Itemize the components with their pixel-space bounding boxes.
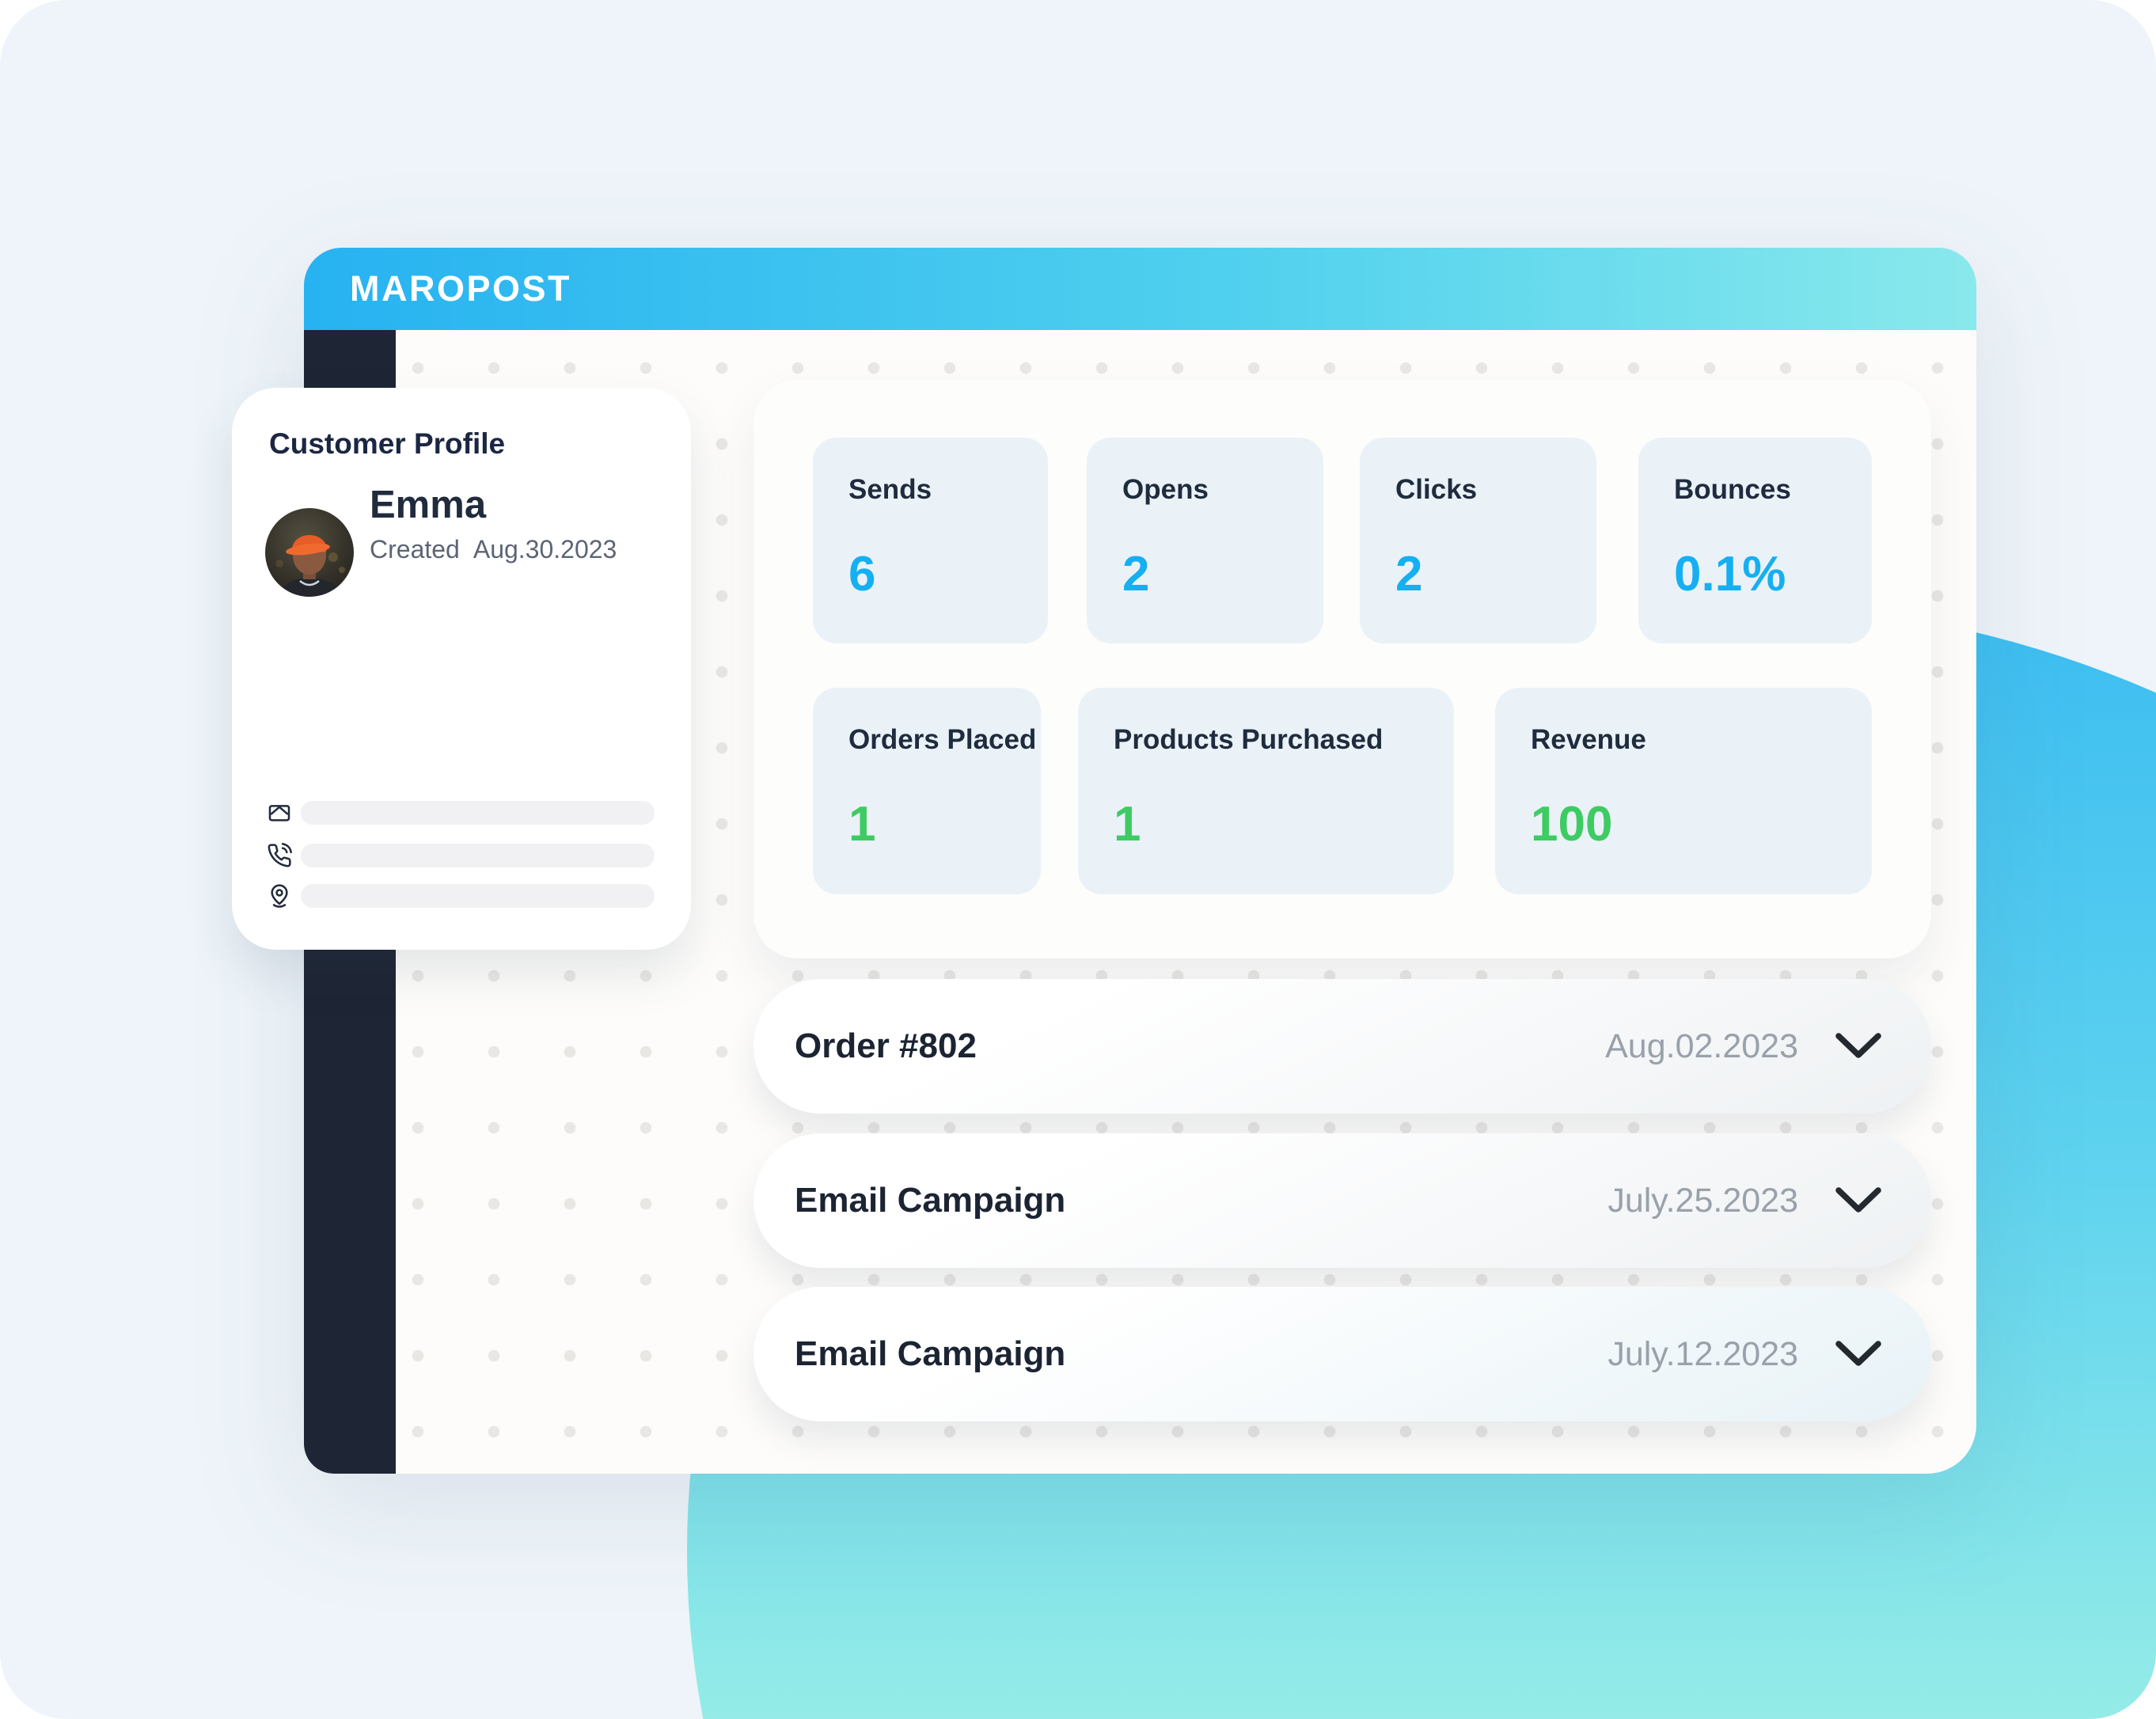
stat-label: Sends: [848, 474, 932, 505]
stat-value: 2: [1395, 547, 1423, 601]
app-header: MAROPOST: [304, 248, 1976, 330]
stat-label: Opens: [1122, 474, 1209, 505]
stats-panel: Sends 6 Opens 2 Clicks 2 Bounces 0.1% Or…: [753, 380, 1931, 958]
stat-label: Products Purchased: [1114, 724, 1384, 755]
created-date: Aug.30.2023: [473, 535, 617, 564]
activity-row-order[interactable]: Order #802 Aug.02.2023: [753, 979, 1931, 1114]
stat-label: Bounces: [1674, 474, 1791, 505]
address-placeholder-bar: [301, 884, 655, 908]
stat-value: 1: [848, 797, 876, 852]
phone-call-icon: [267, 843, 292, 868]
contact-row-phone: [232, 843, 691, 868]
stat-value: 2: [1122, 547, 1150, 601]
chevron-down-icon[interactable]: [1833, 1338, 1884, 1370]
phone-placeholder-bar: [301, 844, 655, 867]
avatar: [265, 508, 354, 597]
created-label: Created: [370, 535, 460, 564]
stat-value: 100: [1531, 797, 1613, 852]
mail-icon: [267, 800, 292, 825]
maropost-logo: MAROPOST: [350, 268, 572, 309]
activity-row-date: Aug.02.2023: [1605, 1026, 1798, 1065]
stat-value: 6: [848, 547, 876, 601]
stat-value: 1: [1114, 797, 1141, 852]
stat-label: Clicks: [1395, 474, 1478, 505]
activity-row-title: Email Campaign: [795, 1334, 1066, 1373]
activity-row-date: July.25.2023: [1608, 1181, 1798, 1220]
location-pin-icon: [267, 883, 292, 909]
contact-row-email: [232, 800, 691, 825]
stat-card-opens: Opens 2: [1087, 438, 1323, 643]
stat-label: Revenue: [1531, 724, 1646, 755]
stat-card-products-purchased: Products Purchased 1: [1078, 688, 1454, 894]
activity-row-title: Email Campaign: [795, 1181, 1066, 1220]
customer-created: Created Aug.30.2023: [370, 537, 617, 562]
stat-card-orders-placed: Orders Placed 1: [813, 688, 1041, 894]
stat-card-clicks: Clicks 2: [1360, 438, 1596, 643]
activity-row-date: July.12.2023: [1608, 1334, 1798, 1373]
chevron-down-icon[interactable]: [1833, 1030, 1884, 1062]
stat-value: 0.1%: [1674, 547, 1786, 601]
customer-name: Emma: [370, 484, 487, 526]
email-placeholder-bar: [301, 801, 655, 825]
activity-row-title: Order #802: [795, 1026, 977, 1065]
stat-card-sends: Sends 6: [813, 438, 1048, 643]
customer-profile-card: Customer Profile: [232, 388, 691, 950]
stat-label: Orders Placed: [848, 724, 1037, 755]
contact-row-location: [232, 883, 691, 909]
stat-card-bounces: Bounces 0.1%: [1638, 438, 1872, 643]
activity-row-email-campaign-2[interactable]: Email Campaign July.12.2023: [753, 1287, 1931, 1421]
chevron-down-icon[interactable]: [1833, 1185, 1884, 1216]
profile-card-title: Customer Profile: [269, 427, 506, 460]
activity-row-email-campaign-1[interactable]: Email Campaign July.25.2023: [753, 1133, 1931, 1268]
stat-card-revenue: Revenue 100: [1495, 688, 1872, 894]
